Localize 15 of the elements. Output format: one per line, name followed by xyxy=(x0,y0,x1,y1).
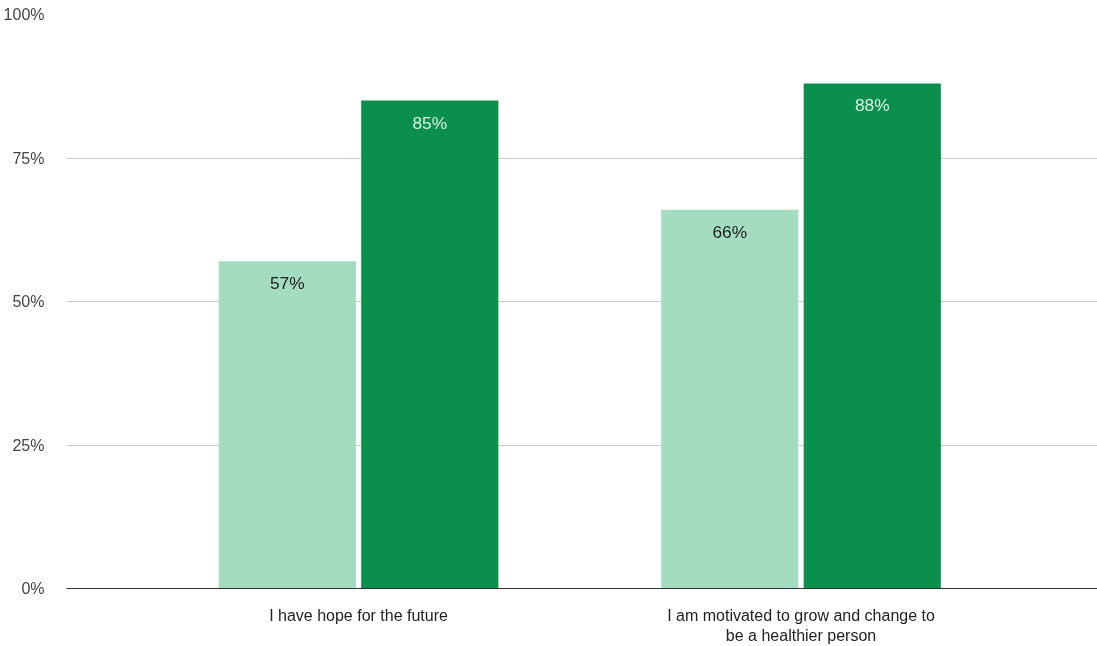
y-tick-label: 100% xyxy=(3,6,45,23)
bar xyxy=(661,209,799,589)
bar xyxy=(803,83,941,589)
text: 85% xyxy=(412,112,448,133)
y-tick-label: 50% xyxy=(12,293,45,310)
y-tick-label: 75% xyxy=(12,149,45,167)
x-tick-label: I have hope for the future xyxy=(269,606,449,624)
bar xyxy=(218,261,356,589)
y-tick-label: 25% xyxy=(12,436,45,454)
x-tick-label: I am motivated to grow and change to be a healthier person xyxy=(667,606,935,644)
y-tick-label: 0% xyxy=(21,580,45,597)
text: 66% xyxy=(712,221,748,242)
text: 57% xyxy=(269,273,305,294)
bar xyxy=(361,100,499,589)
text: 88% xyxy=(854,95,890,116)
